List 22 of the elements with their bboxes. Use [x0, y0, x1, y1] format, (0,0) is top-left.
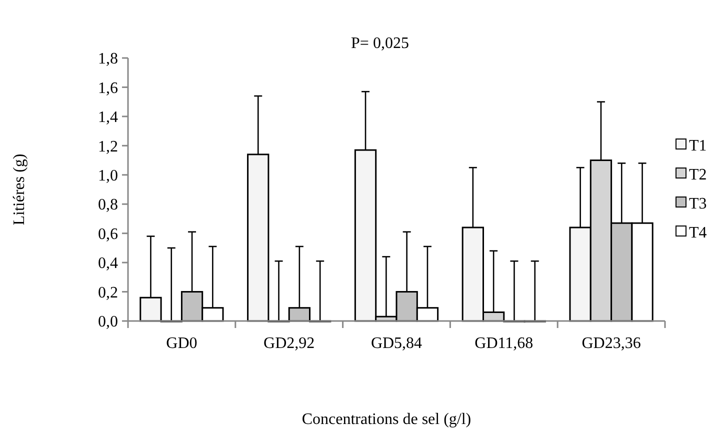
- y-tick-label: 0,8: [98, 196, 118, 214]
- legend-label: T3: [689, 196, 707, 213]
- legend-label: T1: [689, 138, 707, 155]
- y-tick-label: 0,6: [98, 226, 118, 243]
- legend-label: T2: [689, 166, 707, 184]
- x-tick-label: GD2,92: [264, 335, 315, 352]
- y-tick-label: 1,4: [98, 109, 118, 126]
- x-axis-title: Concentrations de sel (g/l): [302, 411, 472, 428]
- x-tick-label: GD11,68: [474, 335, 534, 352]
- y-tick-label: 0,2: [98, 284, 118, 302]
- y-tick-label: 1,6: [98, 80, 118, 97]
- y-tick-label: 1,8: [98, 50, 118, 68]
- y-tick-label: 0,4: [98, 255, 118, 272]
- y-tick-label: 1,2: [98, 138, 118, 156]
- text: P= 0,025: [351, 35, 409, 52]
- x-tick-label: GD5,84: [370, 335, 422, 352]
- y-tick-label: 0,0: [98, 314, 118, 331]
- y-tick-label: 1,0: [98, 167, 118, 184]
- legend-label: T4: [689, 224, 707, 242]
- x-tick-label: GD23,36: [582, 335, 641, 352]
- x-tick-label: GD0: [166, 335, 198, 352]
- y-axis-title: Litiéres (g): [11, 154, 28, 226]
